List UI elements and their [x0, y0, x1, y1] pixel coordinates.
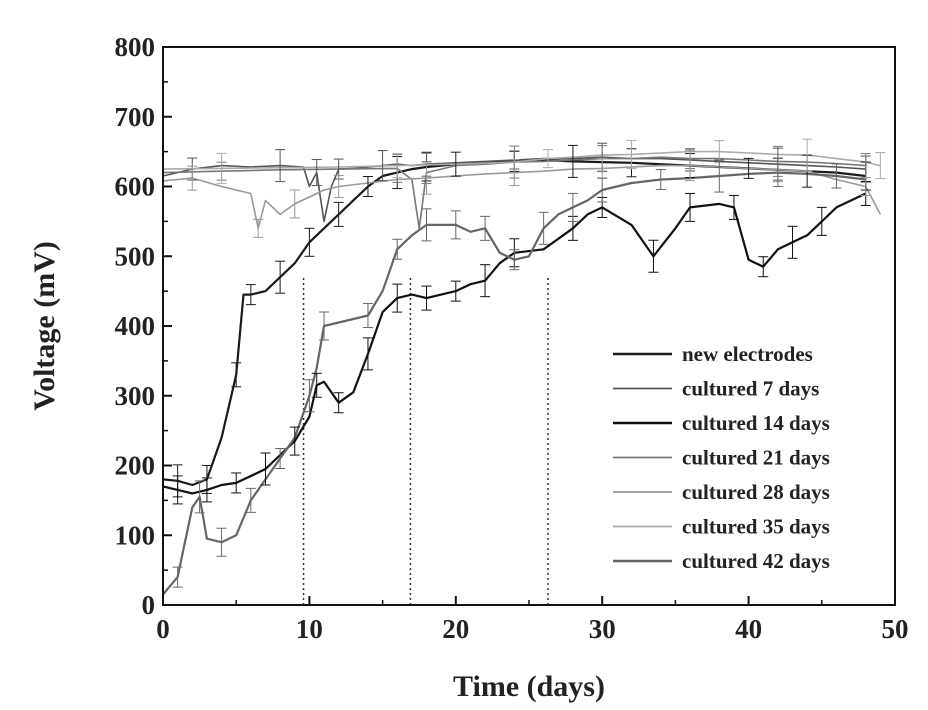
legend-label: new electrodes: [682, 342, 813, 366]
y-tick-label: 100: [115, 520, 156, 550]
vertical-markers: [304, 277, 548, 605]
x-tick-label: 30: [589, 614, 616, 644]
x-tick-label: 0: [156, 614, 170, 644]
legend-label: cultured 14 days: [682, 411, 830, 435]
y-tick-label: 500: [115, 241, 156, 271]
x-tick-label: 10: [296, 614, 323, 644]
x-axis-ticks: 0 10 20 30 40 50: [156, 596, 908, 644]
legend: new electrodes cultured 7 days cultured 14…: [613, 342, 830, 573]
legend-label: cultured 28 days: [682, 480, 830, 504]
legend-label: cultured 35 days: [682, 515, 830, 539]
y-tick-label: 400: [115, 311, 156, 341]
y-tick-label: 600: [115, 172, 156, 202]
legend-label: cultured 21 days: [682, 446, 830, 470]
y-tick-label: 0: [142, 590, 156, 620]
y-tick-label: 700: [115, 102, 156, 132]
series-line: [163, 166, 880, 229]
series-line: [163, 160, 866, 485]
y-axis-title: Voltage (mV): [28, 241, 61, 411]
x-axis-title: Time (days): [453, 670, 605, 703]
x-tick-label: 20: [442, 614, 469, 644]
y-tick-label: 300: [115, 381, 156, 411]
y-tick-label: 200: [115, 451, 156, 481]
x-tick-label: 50: [882, 614, 909, 644]
y-tick-label: 800: [115, 32, 156, 62]
legend-label: cultured 42 days: [682, 549, 830, 573]
x-tick-label: 40: [735, 614, 762, 644]
legend-label: cultured 7 days: [682, 377, 819, 401]
